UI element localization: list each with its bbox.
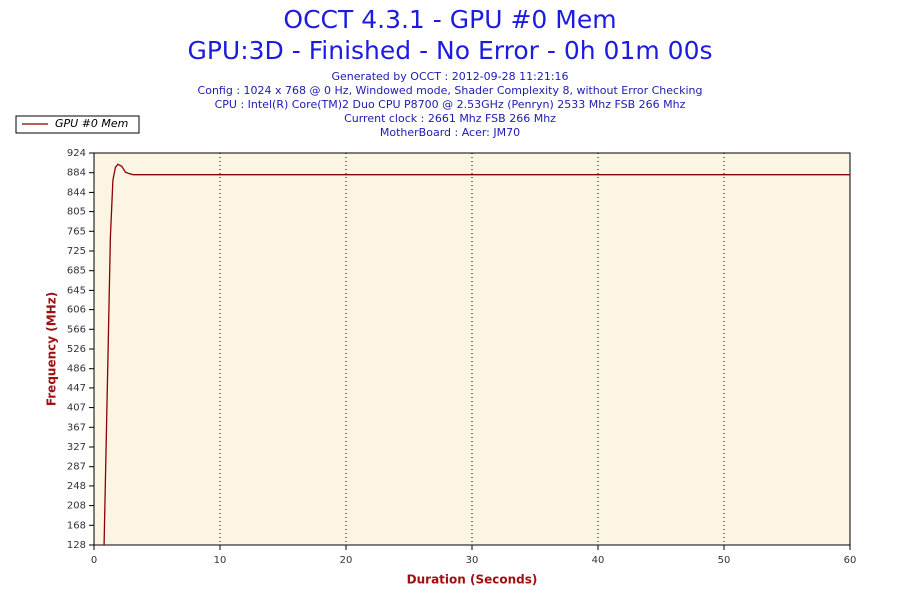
- info-line: Current clock : 2661 Mhz FSB 266 Mhz: [344, 112, 556, 125]
- y-tick-label: 447: [67, 383, 86, 394]
- y-tick-label: 367: [67, 422, 86, 433]
- y-tick-label: 168: [67, 520, 86, 531]
- y-tick-label: 765: [67, 226, 86, 237]
- y-tick-label: 208: [67, 501, 86, 512]
- y-tick-label: 844: [67, 187, 86, 198]
- y-tick-label: 287: [67, 462, 86, 473]
- x-tick-label: 40: [592, 555, 605, 566]
- x-tick-label: 50: [718, 555, 731, 566]
- legend-box: [15, 115, 140, 134]
- info-line: Generated by OCCT : 2012-09-28 11:21:16: [331, 70, 568, 83]
- chart-title: OCCT 4.3.1 - GPU #0 Mem: [283, 5, 616, 34]
- legend-label: GPU #0 Mem: [55, 117, 128, 130]
- y-tick-label: 685: [67, 266, 86, 277]
- x-tick-label: 20: [340, 555, 353, 566]
- x-tick-label: 60: [844, 555, 857, 566]
- y-tick-label: 924: [67, 148, 86, 159]
- x-tick-label: 0: [91, 555, 97, 566]
- y-tick-label: 327: [67, 442, 86, 453]
- chart-subtitle: GPU:3D - Finished - No Error - 0h 01m 00…: [187, 36, 712, 65]
- y-tick-label: 128: [67, 540, 86, 551]
- x-axis-label: Duration (Seconds): [407, 573, 538, 587]
- data-line: [103, 163, 850, 546]
- info-line: CPU : Intel(R) Core(TM)2 Duo CPU P8700 @…: [215, 98, 686, 111]
- y-tick-label: 645: [67, 285, 86, 296]
- info-line: MotherBoard : Acer: JM70: [380, 126, 520, 139]
- info-line: Config : 1024 x 768 @ 0 Hz, Windowed mod…: [198, 84, 703, 97]
- x-tick-label: 10: [214, 555, 227, 566]
- y-tick-label: 805: [67, 207, 86, 218]
- y-tick-label: 407: [67, 403, 86, 414]
- y-tick-label: 725: [67, 246, 86, 257]
- y-tick-label: 526: [67, 344, 86, 355]
- y-tick-label: 566: [67, 324, 86, 335]
- y-axis-label: Frequency (MHz): [45, 292, 59, 406]
- y-tick-label: 248: [67, 481, 86, 492]
- x-tick-label: 30: [466, 555, 479, 566]
- y-tick-label: 884: [67, 168, 86, 179]
- y-tick-label: 486: [67, 364, 86, 375]
- y-tick-label: 606: [67, 305, 86, 316]
